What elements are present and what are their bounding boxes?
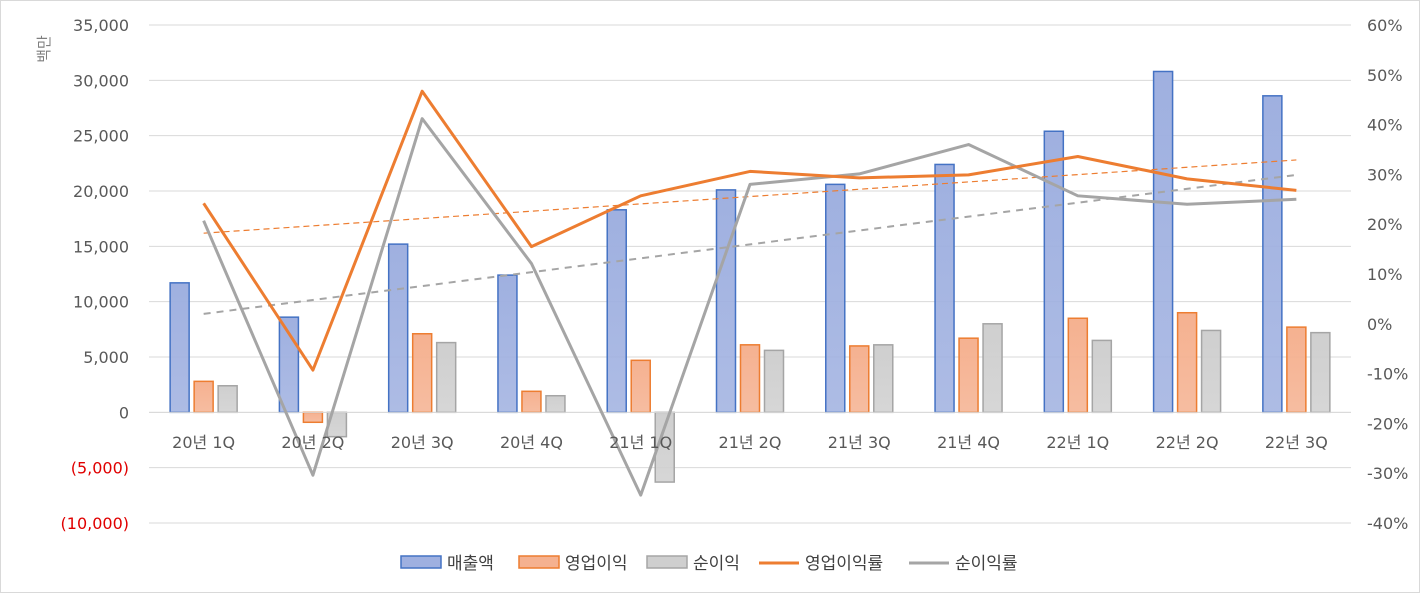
bar-순이익-22년 3Q <box>1310 331 1331 414</box>
bar-영업이익-21년 1Q <box>630 359 651 414</box>
y-axis-label: 백만 <box>35 35 53 63</box>
left-tick-label: 15,000 <box>73 237 129 256</box>
legend-label: 순이익률 <box>955 554 1018 574</box>
right-tick-label: -40% <box>1367 514 1408 533</box>
x-tick-label: 21년 4Q <box>937 433 1000 452</box>
line-순이익률 <box>202 117 1297 497</box>
right-tick-label: 0% <box>1367 315 1392 334</box>
x-axis: 20년 1Q 20년 2Q 20년 3Q 20년 4Q 21년 1Q 21년 2Q 21년 … <box>172 433 1328 452</box>
bar-영업이익-21년 4Q <box>958 337 979 414</box>
x-tick-label: 21년 2Q <box>719 433 782 452</box>
legend-label: 영업이익률 <box>805 554 883 574</box>
right-tick-label: -30% <box>1367 464 1408 483</box>
left-tick-label: 20,000 <box>73 182 129 201</box>
right-tick-label: 50% <box>1367 66 1403 85</box>
bar-영업이익-20년 4Q <box>521 390 542 414</box>
trendline-순이익률 <box>203 173 1297 315</box>
legend-item: 영업이익 <box>518 554 628 574</box>
bar-매출액-21년 2Q <box>715 189 737 414</box>
bar-영업이익-20년 2Q <box>302 411 324 424</box>
bar-영업이익-21년 2Q <box>739 344 761 414</box>
bar-매출액-22년 2Q <box>1152 70 1174 414</box>
bar-순이익-20년 1Q <box>217 385 238 414</box>
bar-순이익-21년 2Q <box>763 349 785 414</box>
bar-순이익-20년 4Q <box>545 394 566 414</box>
bar-매출액-21년 4Q <box>934 163 955 414</box>
legend-swatch <box>400 555 442 569</box>
trendline-영업이익률 <box>203 159 1297 234</box>
right-tick-label: -10% <box>1367 365 1408 384</box>
x-tick-label: 20년 2Q <box>281 433 344 452</box>
bar-순이익-21년 4Q <box>982 323 1003 414</box>
left-tick-label: 0 <box>119 403 129 422</box>
bar-매출액-21년 1Q <box>606 209 627 414</box>
bar-순이익-22년 2Q <box>1200 329 1222 414</box>
bar-영업이익-20년 1Q <box>193 380 214 414</box>
bar-매출액-22년 1Q <box>1043 130 1065 414</box>
bar-영업이익-22년 1Q <box>1067 317 1089 414</box>
legend-item: 순이익률 <box>909 554 1018 574</box>
bar-매출액-22년 3Q <box>1262 95 1283 414</box>
bar-순이익-20년 3Q <box>435 341 457 414</box>
legend-label: 영업이익 <box>565 554 628 574</box>
legend-item: 영업이익률 <box>759 554 883 574</box>
legend-item: 매출액 <box>400 554 494 574</box>
legend-label: 순이익 <box>693 554 740 574</box>
bar-매출액-21년 3Q <box>825 183 846 414</box>
bar-영업이익-22년 2Q <box>1176 311 1198 414</box>
bar-순이익-21년 3Q <box>873 344 894 414</box>
right-y-axis: -40% -30% -20% -10% 0% 10% 20% 30% 40% 50% 60% <box>1367 16 1408 533</box>
right-tick-label: 60% <box>1367 16 1403 35</box>
bar-매출액-20년 4Q <box>497 274 518 414</box>
legend-swatch <box>518 555 560 569</box>
x-tick-label: 20년 3Q <box>391 433 454 452</box>
trendline-group <box>203 159 1297 315</box>
legend-item: 순이익 <box>646 554 740 574</box>
bar-영업이익-21년 3Q <box>849 345 870 414</box>
left-tick-label: (5,000) <box>71 459 129 478</box>
left-tick-label: 25,000 <box>73 127 129 146</box>
bar-영업이익-22년 3Q <box>1286 326 1307 414</box>
right-tick-label: 20% <box>1367 215 1403 234</box>
x-tick-label: 20년 1Q <box>172 433 235 452</box>
line-영업이익률 <box>202 89 1297 372</box>
x-tick-label: 22년 1Q <box>1046 433 1109 452</box>
right-tick-label: 30% <box>1367 165 1403 184</box>
left-tick-label: 30,000 <box>73 71 129 90</box>
legend-swatch <box>646 555 688 569</box>
bar-순이익-22년 1Q <box>1091 339 1113 414</box>
bar-매출액-20년 1Q <box>169 282 190 414</box>
bar-영업이익-20년 3Q <box>411 333 433 414</box>
bar-series-group <box>169 70 1331 483</box>
left-y-axis: (10,000) (5,000) 0 5,000 10,000 15,000 20,000 2… <box>61 16 129 533</box>
bar-매출액-20년 3Q <box>387 243 409 414</box>
right-tick-label: 10% <box>1367 265 1403 284</box>
x-tick-label: 21년 1Q <box>609 433 672 452</box>
x-tick-label: 21년 3Q <box>828 433 891 452</box>
right-tick-label: 40% <box>1367 116 1403 135</box>
legend: 매출액 영업이익 순이익 영업이익률 순이익률 <box>400 554 1018 574</box>
legend-label: 매출액 <box>447 554 494 574</box>
x-tick-label: 20년 4Q <box>500 433 563 452</box>
right-tick-label: -20% <box>1367 414 1408 433</box>
x-tick-label: 22년 2Q <box>1156 433 1219 452</box>
left-tick-label: 5,000 <box>83 348 129 367</box>
left-tick-label: 35,000 <box>73 16 129 35</box>
left-tick-label: 10,000 <box>73 293 129 312</box>
x-tick-label: 22년 3Q <box>1265 433 1328 452</box>
line-series-group <box>202 89 1297 497</box>
left-tick-label: (10,000) <box>61 514 129 533</box>
